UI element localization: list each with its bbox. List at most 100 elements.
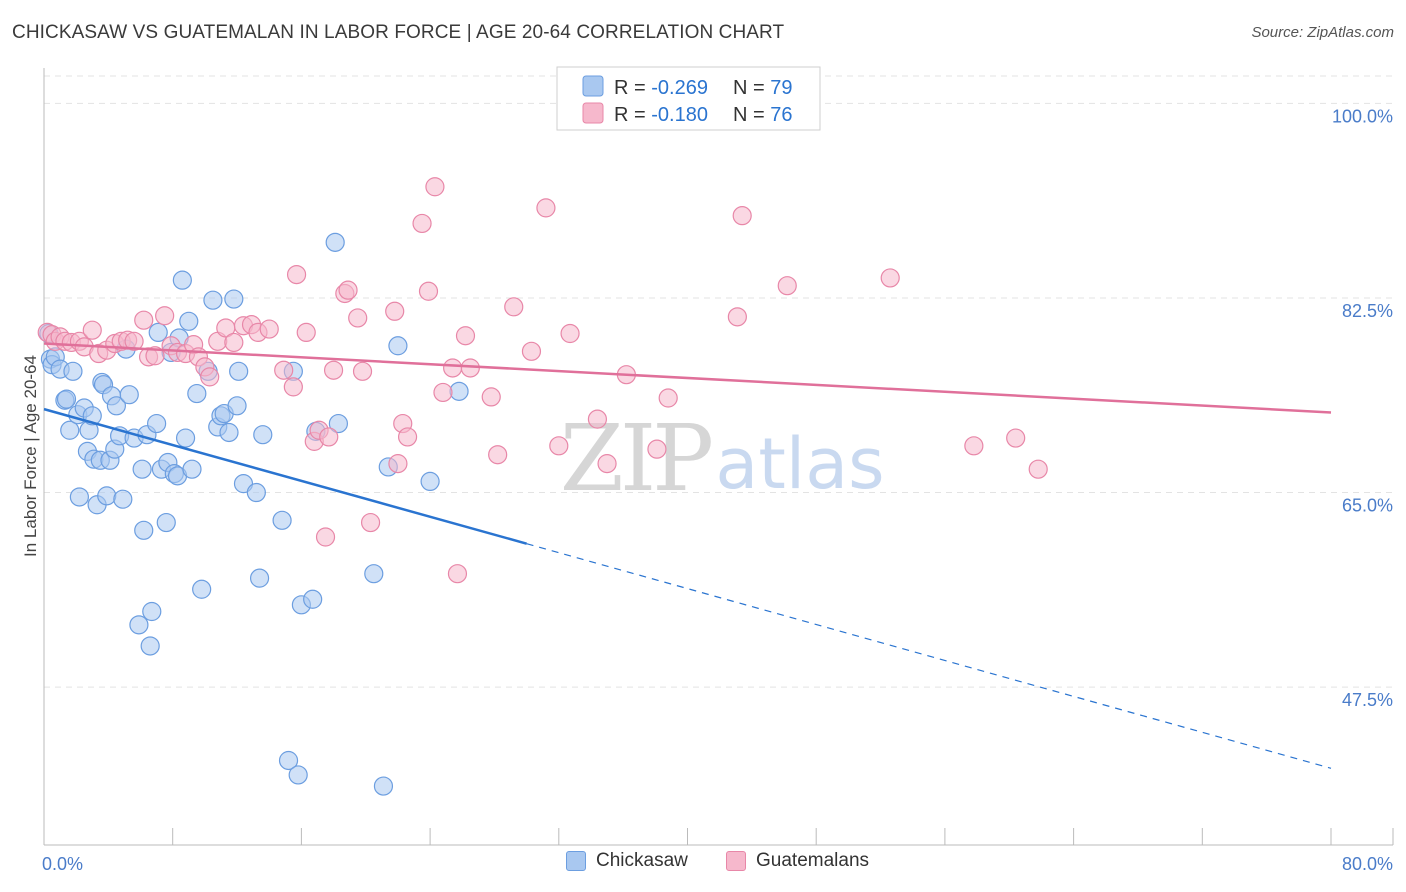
chickasaw-point-77 (420, 471, 440, 492)
bottom-legend-guatemalans: Guatemalans (726, 850, 869, 872)
y-tick-label-1: 65.0% (1342, 496, 1393, 516)
guatemalans-point-77 (1028, 459, 1048, 479)
svg-text:N = 76: N = 76 (733, 104, 793, 126)
bottom-legend-label-chickasaw: Chickasaw (596, 850, 688, 871)
chickasaw-point-31 (132, 459, 152, 479)
watermark-zip: ZIP (560, 405, 711, 512)
grid-lines (44, 75, 1393, 688)
svg-text:N = 79: N = 79 (733, 77, 793, 99)
chickasaw-point-10 (69, 487, 89, 507)
guatemalans-point-14 (124, 331, 144, 351)
watermark: ZIP atlas (560, 405, 885, 512)
guatemalans-point-72 (732, 206, 752, 226)
guatemalans-point-63 (536, 198, 556, 218)
guatemalans-point-46 (360, 512, 381, 533)
bottom-legend-swatch-chickasaw (566, 851, 586, 871)
legend-swatch-chickasaw (582, 75, 604, 97)
y-axis-label: In Labor Force | Age 20-64 (21, 355, 40, 557)
chickasaw-point-62 (249, 568, 270, 588)
chickasaw-point-50 (192, 579, 212, 599)
guatemalans-trend-line (43, 342, 1332, 414)
chickasaw-point-56 (219, 422, 239, 443)
guatemalans-point-61 (504, 297, 524, 317)
guatemalans-point-32 (259, 319, 279, 339)
chickasaw-point-45 (172, 270, 192, 290)
guatemalans-point-50 (397, 427, 418, 447)
legend-n-label-2: N = (733, 104, 770, 126)
chickasaw-point-65 (278, 750, 299, 771)
guatemalans-point-56 (447, 564, 468, 584)
chickasaw-point-67 (288, 765, 308, 785)
guatemalans-point-70 (658, 388, 678, 408)
chickasaw-trend-extension (526, 543, 1332, 769)
guatemalans-point-40 (319, 427, 339, 447)
chickasaw-point-6 (56, 389, 77, 409)
chickasaw-point-59 (229, 361, 249, 381)
guatemalans-point-53 (425, 177, 445, 197)
chickasaw-point-48 (182, 459, 202, 479)
guatemalans-point-48 (388, 454, 408, 474)
chickasaw-point-34 (140, 636, 160, 656)
x-tick-marks (43, 828, 1394, 845)
guatemalans-point-39 (315, 527, 336, 547)
y-tick-labels: 47.5% 65.0% 82.5% 100.0% (1332, 106, 1393, 710)
guatemalans-point-74 (880, 268, 900, 288)
guatemalans-point-57 (455, 326, 476, 346)
chickasaw-point-7 (60, 420, 80, 440)
chickasaw-point-8 (63, 361, 83, 381)
chickasaw-point-24 (106, 396, 126, 416)
x-tick-labels: 0.0% 80.0% (42, 854, 1393, 874)
chickasaw-point-20 (97, 486, 117, 506)
guatemalans-point-71 (727, 307, 747, 327)
x-tick-label-min: 0.0% (42, 854, 83, 874)
chickasaw-point-46 (175, 428, 196, 448)
guatemalans-point-76 (1006, 428, 1026, 448)
guatemalans-point-58 (460, 358, 480, 378)
guatemalans-point-60 (488, 445, 508, 465)
chickasaw-point-52 (203, 290, 223, 310)
series-guatemalans (37, 177, 1048, 584)
guatemalans-point-18 (155, 306, 175, 326)
y-tick-label-3: 100.0% (1332, 106, 1393, 126)
legend-r-label-2: R = (614, 104, 651, 126)
chickasaw-point-73 (364, 564, 384, 584)
chickasaw-point-39 (156, 512, 176, 533)
guatemalans-point-75 (964, 436, 984, 456)
guatemalans-point-28 (224, 332, 244, 353)
guatemalans-point-66 (587, 409, 608, 429)
x-tick-label-max: 80.0% (1342, 854, 1393, 874)
bottom-legend-swatch-guatemalans (726, 851, 746, 871)
guatemalans-point-52 (418, 281, 439, 301)
chickasaw-point-35 (142, 601, 162, 622)
chickasaw-point-72 (328, 413, 349, 434)
guatemalans-point-15 (134, 310, 154, 330)
guatemalans-point-73 (777, 276, 797, 296)
chickasaw-point-32 (134, 520, 154, 540)
chickasaw-point-61 (246, 482, 266, 503)
chickasaw-point-36 (147, 413, 167, 434)
guatemalans-point-65 (560, 323, 580, 344)
legend-n-value-2: 76 (770, 104, 792, 126)
guatemalans-point-25 (200, 367, 220, 387)
guatemalans-point-62 (521, 341, 542, 361)
guatemalans-point-59 (481, 387, 501, 407)
chickasaw-point-30 (129, 615, 149, 635)
legend: R = -0.269 N = 79 R = -0.180 N = 76 (556, 66, 821, 131)
legend-r-value-1: -0.269 (651, 77, 708, 99)
guatemalans-point-45 (352, 361, 373, 381)
legend-r-label-1: R = (614, 77, 651, 99)
chickasaw-point-69 (303, 589, 323, 609)
svg-text:R = -0.269: R = -0.269 (614, 77, 708, 99)
chickasaw-point-63 (253, 425, 273, 445)
chart-title: CHICKASAW VS GUATEMALAN IN LABOR FORCE |… (12, 22, 785, 43)
chickasaw-point-71 (325, 232, 345, 252)
legend-n-value-1: 79 (770, 77, 792, 99)
guatemalans-point-17 (145, 346, 165, 366)
guatemalans-point-55 (443, 358, 463, 378)
chickasaw-point-64 (272, 510, 292, 530)
chickasaw-point-37 (148, 322, 168, 343)
bottom-legend-label-guatemalans: Guatemalans (756, 850, 870, 871)
guatemalans-point-34 (283, 377, 303, 397)
guatemalans-point-64 (549, 436, 569, 456)
